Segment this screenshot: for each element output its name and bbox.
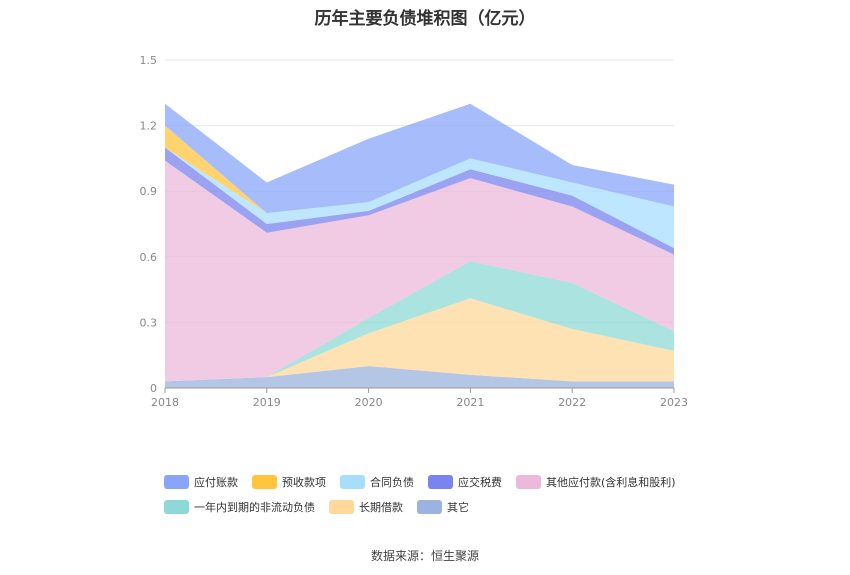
- legend-swatch: [417, 499, 442, 514]
- legend-swatch: [164, 474, 189, 489]
- x-tick-label: 2021: [456, 396, 484, 409]
- area-series: [165, 103, 674, 388]
- area-应付账款: [165, 103, 674, 214]
- legend-swatch: [252, 474, 277, 489]
- legend-swatch: [164, 499, 189, 514]
- y-tick-label: 0.3: [140, 316, 158, 329]
- legend-item[interactable]: 长期借款: [329, 498, 403, 515]
- legend: 应付账款 预收款项 合同负债 应交税费 其他应付款(含利息和股利) 一年内到期的非流动负…: [164, 473, 724, 515]
- chart-title: 历年主要负债堆积图（亿元）: [314, 9, 536, 29]
- area-应交税费: [165, 147, 674, 255]
- data-source: 数据来源：恒生聚源: [370, 549, 479, 563]
- axes: 0 0.3 0.6 0.9 1.2 1.5 2018 2019 2020 2021 2022 2023: [140, 54, 689, 409]
- y-tick-label: 1.5: [140, 54, 158, 67]
- legend-item[interactable]: 其他应付款(含利息和股利): [516, 473, 676, 490]
- legend-item[interactable]: 其它: [417, 498, 469, 515]
- legend-item[interactable]: 预收款项: [252, 473, 326, 490]
- legend-label: 预收款项: [282, 475, 326, 489]
- area-长期借款: [165, 298, 674, 382]
- legend-label: 一年内到期的非流动负债: [194, 500, 315, 514]
- legend-label: 合同负债: [370, 475, 414, 489]
- legend-swatch: [329, 499, 354, 514]
- x-tick-label: 2020: [355, 396, 383, 409]
- area-一年内到期的非流动负债: [165, 261, 674, 382]
- legend-label: 其它: [447, 500, 469, 514]
- legend-swatch: [428, 474, 453, 489]
- y-tick-label: 0.9: [140, 185, 158, 198]
- legend-label: 其他应付款(含利息和股利): [546, 475, 676, 489]
- legend-swatch: [516, 474, 541, 489]
- y-tick-label: 1.2: [140, 120, 158, 133]
- legend-swatch: [340, 474, 365, 489]
- y-tick-label: 0: [150, 382, 157, 395]
- area-其它: [165, 366, 674, 388]
- y-tick-label: 0.6: [140, 251, 158, 264]
- legend-item[interactable]: 一年内到期的非流动负债: [164, 498, 315, 515]
- legend-row-1: 应付账款 预收款项 合同负债 应交税费 其他应付款(含利息和股利): [164, 473, 724, 490]
- legend-row-2: 一年内到期的非流动负债 长期借款 其它: [164, 498, 724, 515]
- x-tick-label: 2018: [151, 396, 179, 409]
- legend-item[interactable]: 应交税费: [428, 473, 502, 490]
- x-tick-label: 2023: [660, 396, 688, 409]
- x-tick-label: 2019: [253, 396, 281, 409]
- legend-item[interactable]: 应付账款: [164, 473, 238, 490]
- legend-item[interactable]: 合同负债: [340, 473, 414, 490]
- legend-label: 应付账款: [194, 475, 238, 489]
- area-其他应付款(含利息和股利): [165, 160, 674, 382]
- x-tick-label: 2022: [558, 396, 586, 409]
- legend-label: 长期借款: [359, 500, 403, 514]
- legend-label: 应交税费: [458, 475, 502, 489]
